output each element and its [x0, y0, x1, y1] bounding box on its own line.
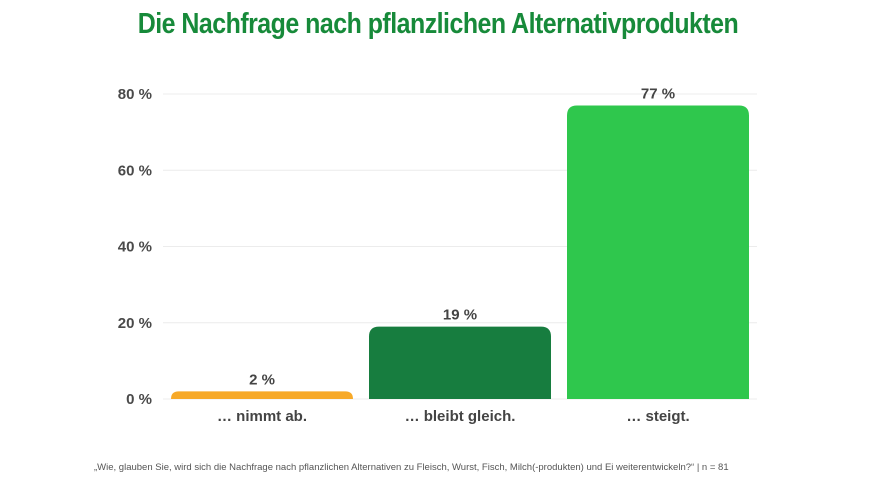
- bar: [369, 326, 551, 399]
- category-label: … nimmt ab.: [217, 408, 307, 425]
- data-label: 2 %: [249, 371, 275, 388]
- bar: [567, 105, 749, 399]
- data-labels: 2 % 19 % 77 %: [249, 85, 675, 388]
- data-label: 77 %: [641, 85, 675, 102]
- bars: [171, 105, 749, 399]
- bar: [171, 391, 353, 399]
- category-label: … steigt.: [626, 408, 689, 425]
- category-labels: … nimmt ab. … bleibt gleich. … steigt.: [217, 408, 690, 425]
- data-label: 19 %: [443, 307, 477, 324]
- y-tick-label: 80 %: [118, 86, 152, 103]
- survey-footnote: „Wie, glauben Sie, wird sich die Nachfra…: [94, 462, 729, 473]
- category-label: … bleibt gleich.: [405, 408, 516, 425]
- y-tick-label: 20 %: [118, 315, 152, 332]
- y-tick-label: 0 %: [126, 391, 152, 408]
- chart-title: Die Nachfrage nach pflanzlichen Alternat…: [137, 8, 739, 40]
- y-axis-ticks: 0 % 20 % 40 % 60 % 80 %: [118, 86, 152, 408]
- y-tick-label: 40 %: [118, 239, 152, 256]
- y-tick-label: 60 %: [118, 162, 152, 179]
